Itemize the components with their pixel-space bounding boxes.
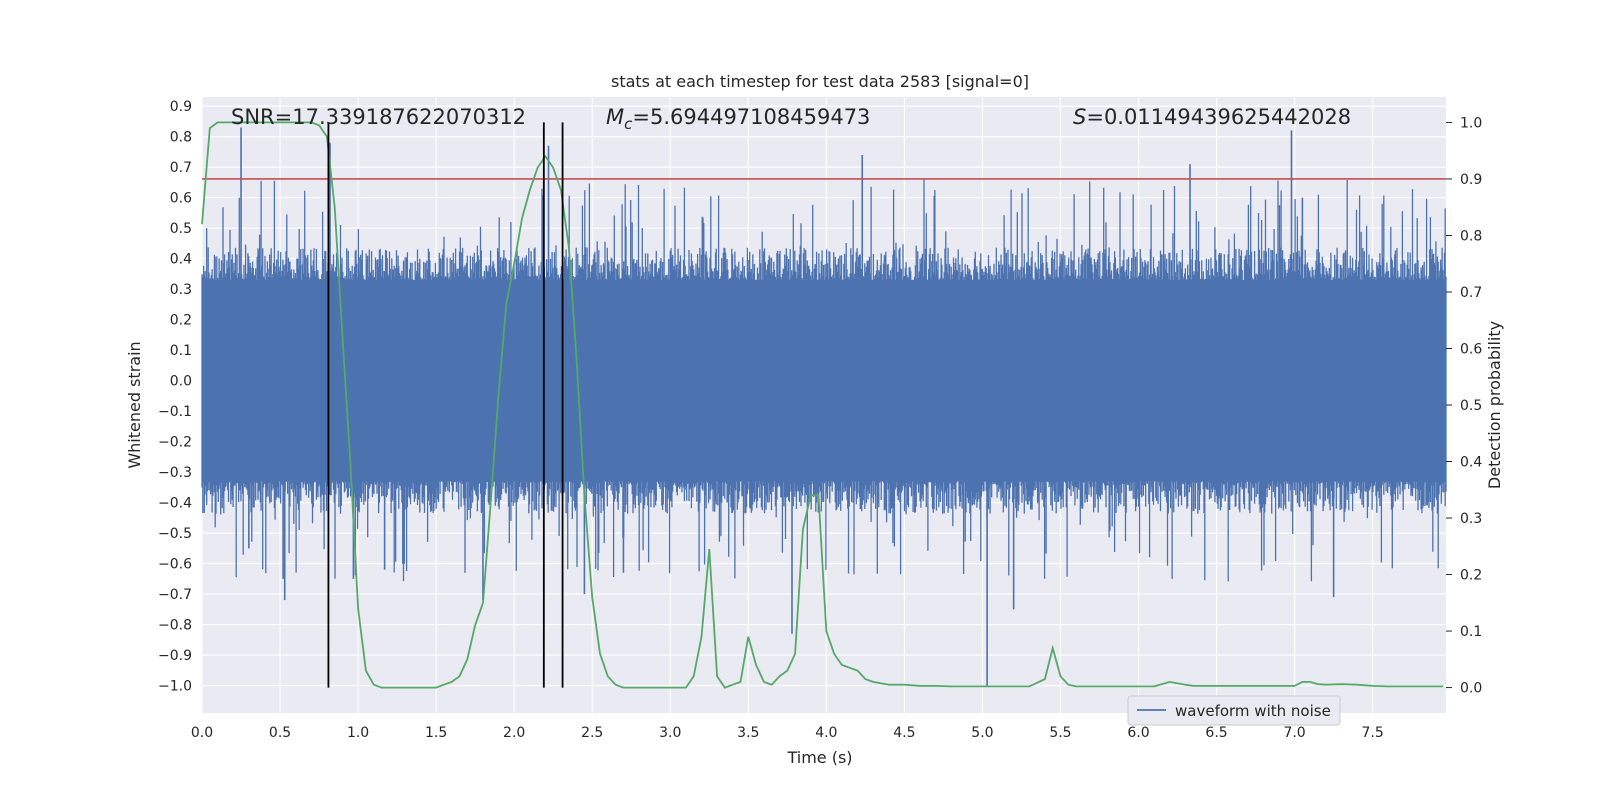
- x-tick-label: 2.0: [503, 725, 525, 741]
- y-left-tick-label: −0.6: [158, 557, 192, 573]
- x-tick-label: 7.5: [1362, 725, 1384, 741]
- vertical-markers: [327, 122, 564, 688]
- y-left-tick-label: −0.8: [158, 618, 192, 634]
- y-right-tick-label: 1.0: [1460, 115, 1482, 131]
- y-right-tick-label: 0.0: [1460, 681, 1482, 697]
- waveform-series: [201, 127, 1447, 686]
- annotation-mc-subscript: c: [624, 115, 633, 133]
- y-left-tick-label: −0.3: [158, 465, 192, 481]
- y-right-tick-label: 0.2: [1460, 568, 1482, 584]
- y-left-tick-label: 0.4: [170, 252, 192, 268]
- y-left-tick-label: 0.0: [170, 374, 192, 390]
- y-axis-right-label: Detection probability: [1485, 321, 1504, 489]
- x-tick-label: 3.0: [659, 725, 681, 741]
- x-tick-label: 4.5: [893, 725, 915, 741]
- annotation-snr: SNR=17.339187622070312: [231, 105, 526, 129]
- legend: waveform with noise: [1127, 695, 1341, 726]
- annotation-s: S=0.011494396254420​28: [1073, 105, 1351, 129]
- y-left-tick-label: 0.2: [170, 313, 192, 329]
- annotation-mc: Mc=5.694497108459473: [606, 105, 870, 133]
- y-left-tick-label: 0.9: [170, 99, 192, 115]
- y-axis-left-label: Whitened strain: [125, 341, 144, 468]
- x-tick-label: 5.0: [971, 725, 993, 741]
- y-left-tick-label: −1.0: [158, 679, 192, 695]
- x-tick-label: 1.5: [425, 725, 447, 741]
- y-left-tick-label: 0.7: [170, 160, 192, 176]
- y-left-tick-label: 0.8: [170, 130, 192, 146]
- x-tick-label: 1.0: [347, 725, 369, 741]
- y-left-tick-label: −0.9: [158, 648, 192, 664]
- y-right-tick-label: 0.1: [1460, 624, 1482, 640]
- annotation-mc-symbol: M: [606, 105, 624, 129]
- y-left-tick-label: −0.1: [158, 404, 192, 420]
- x-tick-label: 5.5: [1049, 725, 1071, 741]
- axes: 0.0 0.5 1.0 1.5 2.0 2.5 3.0 3.5 4.0 4.5 5.0 5.5 6.0 6…: [158, 99, 1482, 741]
- probability-series: [201, 121, 1443, 689]
- y-right-tick-label: 0.5: [1460, 398, 1482, 414]
- y-right-tick-label: 0.8: [1460, 228, 1482, 244]
- legend-label-waveform: waveform with noise: [1175, 702, 1331, 720]
- x-axis-label: Time (s): [786, 748, 852, 767]
- y-right-tick-label: 0.4: [1460, 455, 1482, 471]
- waveform-core-band: [202, 295, 1446, 467]
- y-right-tick-label: 0.3: [1460, 511, 1482, 527]
- x-tick-label: 3.5: [737, 725, 759, 741]
- y-left-tick-label: 0.3: [170, 282, 192, 298]
- x-tick-label: 4.0: [815, 725, 837, 741]
- y-left-tick-label: 0.5: [170, 221, 192, 237]
- annotation-mc-value: =5.694497108459473: [632, 105, 870, 129]
- y-left-tick-label: −0.4: [158, 496, 192, 512]
- x-tick-label: 7.0: [1283, 725, 1305, 741]
- y-left-tick-label: −0.2: [158, 435, 192, 451]
- y-left-tick-label: 0.6: [170, 191, 192, 207]
- y-left-tick-label: −0.5: [158, 526, 192, 542]
- y-left-tick-label: 0.1: [170, 343, 192, 359]
- x-tick-label: 6.5: [1205, 725, 1227, 741]
- y-right-tick-label: 0.6: [1460, 341, 1482, 357]
- x-tick-label: 6.0: [1127, 725, 1149, 741]
- y-left-tick-label: −0.7: [158, 587, 192, 603]
- x-tick-label: 0.5: [269, 725, 291, 741]
- annotation-s-symbol: S: [1073, 105, 1086, 129]
- y-right-tick-label: 0.9: [1460, 172, 1482, 188]
- annotation-s-value: =0.011494396254420​28: [1086, 105, 1351, 129]
- x-tick-label: 2.5: [581, 725, 603, 741]
- y-right-tick-label: 0.7: [1460, 285, 1482, 301]
- legend-box: [1127, 695, 1341, 726]
- probability-curve: [201, 121, 1443, 689]
- x-tick-label: 0.0: [191, 725, 213, 741]
- chart-title: stats at each timestep for test data 258…: [611, 72, 1029, 91]
